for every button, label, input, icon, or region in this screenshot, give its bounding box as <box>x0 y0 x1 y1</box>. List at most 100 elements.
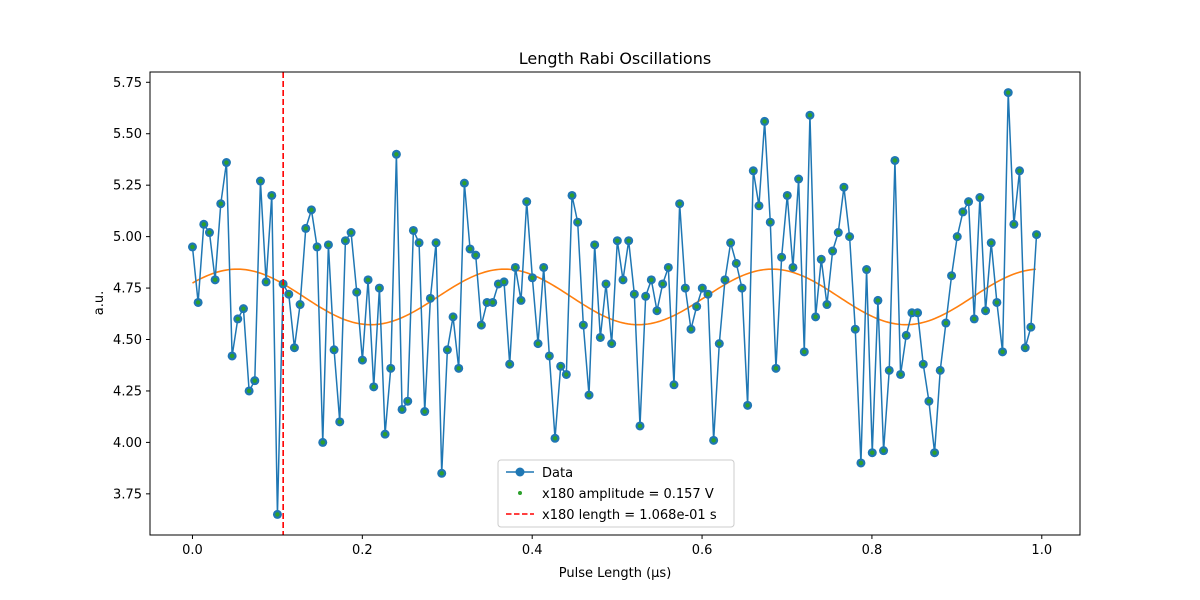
fit-point-marker <box>649 277 654 283</box>
fit-point-marker <box>569 193 575 198</box>
fit-point-marker <box>581 322 586 328</box>
fit-point-marker <box>904 333 909 338</box>
fit-point-marker <box>224 160 229 165</box>
fit-point-marker <box>592 242 597 248</box>
legend-fit-marker <box>518 491 522 495</box>
fit-point-marker <box>195 300 201 305</box>
fit-point-marker <box>201 222 206 227</box>
fit-point-marker <box>887 368 892 373</box>
fit-point-marker <box>462 180 467 186</box>
legend: Data x180 amplitude = 0.157 V x180 lengt… <box>497 459 735 528</box>
fit-point-marker <box>252 378 257 383</box>
fit-point-marker <box>824 302 830 307</box>
fit-point-marker <box>615 238 620 243</box>
fit-point-marker <box>688 327 694 332</box>
fit-point-marker <box>399 407 405 412</box>
fit-point-marker <box>411 228 416 233</box>
fit-point-marker <box>694 304 699 309</box>
fit-point-marker <box>847 234 852 239</box>
fit-point-marker <box>1011 222 1017 227</box>
fit-point-marker <box>870 450 875 455</box>
fit-point-marker <box>394 152 399 157</box>
fit-point-marker <box>564 372 569 377</box>
fit-point-marker <box>530 275 535 280</box>
fit-point-marker <box>989 240 994 245</box>
fit-point-marker <box>382 431 388 437</box>
fit-point-marker <box>518 298 524 303</box>
fit-point-marker <box>1034 232 1039 237</box>
fit-point-marker <box>626 238 631 243</box>
fit-point-marker <box>632 292 637 297</box>
fit-point-marker <box>813 314 818 320</box>
fit-point-marker <box>422 409 427 414</box>
fit-point-marker <box>909 310 915 315</box>
fit-point-marker <box>841 185 847 190</box>
fit-point-marker <box>790 265 796 270</box>
fit-point-marker <box>762 119 767 124</box>
fit-point-marker <box>666 265 671 270</box>
fit-point-marker <box>864 267 869 272</box>
y-tick-label: 4.50 <box>113 333 142 348</box>
fit-point-marker <box>524 199 529 204</box>
fit-point-marker <box>643 294 648 299</box>
y-axis-label: a.u. <box>92 291 107 315</box>
fit-point-marker <box>371 384 376 390</box>
fit-point-marker <box>547 353 552 359</box>
y-tick-label: 4.00 <box>113 436 142 451</box>
fit-point-marker <box>388 366 393 371</box>
x-tick-label: 1.0 <box>1031 543 1052 558</box>
fit-point-marker <box>779 255 784 260</box>
fit-point-marker <box>286 292 291 297</box>
fit-point-marker <box>218 201 223 206</box>
fit-point-marker <box>501 279 507 285</box>
fit-point-marker <box>768 220 773 225</box>
fit-point-marker <box>734 261 739 266</box>
legend-label-fit: x180 amplitude = 0.157 V <box>542 487 714 502</box>
y-tick-label: 5.75 <box>113 76 142 91</box>
y-tick-label: 3.75 <box>113 487 142 502</box>
fit-point-marker <box>972 316 977 322</box>
fit-point-marker <box>405 399 410 404</box>
fit-point-marker <box>354 289 359 295</box>
fit-point-marker <box>603 281 609 287</box>
fit-point-marker <box>671 382 677 387</box>
fit-point-marker <box>853 327 858 332</box>
fit-point-marker <box>881 448 886 453</box>
fit-point-marker <box>507 362 512 367</box>
fit-point-marker <box>207 230 212 235</box>
fit-point-marker <box>416 240 422 245</box>
fit-point-marker <box>915 310 920 315</box>
fit-point-marker <box>360 357 365 363</box>
fit-point-marker <box>683 285 688 291</box>
fit-point-marker <box>932 450 937 455</box>
fit-point-marker <box>275 512 280 517</box>
fit-point-marker <box>1000 349 1005 355</box>
fit-point-marker <box>348 230 354 235</box>
x-axis-label: Pulse Length (μs) <box>559 566 672 581</box>
y-tick-label: 4.25 <box>113 384 142 399</box>
fit-point-marker <box>994 300 1000 305</box>
fit-point-marker <box>269 193 274 198</box>
fit-point-marker <box>598 335 603 340</box>
fit-point-marker <box>943 320 949 326</box>
fit-point-marker <box>921 362 926 367</box>
fit-curve <box>192 268 1036 326</box>
fit-point-marker <box>456 366 461 371</box>
fit-point-marker <box>365 277 371 283</box>
chart-title: Length Rabi Oscillations <box>519 49 711 68</box>
fit-point-marker <box>297 302 303 307</box>
fit-point-marker <box>513 265 518 270</box>
fit-point-marker <box>751 168 756 173</box>
fit-point-marker <box>722 277 728 283</box>
fit-point-marker <box>190 244 195 250</box>
plot-frame <box>149 71 1081 536</box>
fit-point-marker <box>439 471 444 476</box>
fit-point-marker <box>1006 90 1011 95</box>
y-tick-label: 4.75 <box>113 282 142 297</box>
fit-point-marker <box>586 392 592 398</box>
fit-point-marker <box>819 257 824 262</box>
legend-box <box>497 459 735 528</box>
x-tick-label: 0.6 <box>692 543 713 558</box>
fit-point-marker <box>552 436 558 441</box>
